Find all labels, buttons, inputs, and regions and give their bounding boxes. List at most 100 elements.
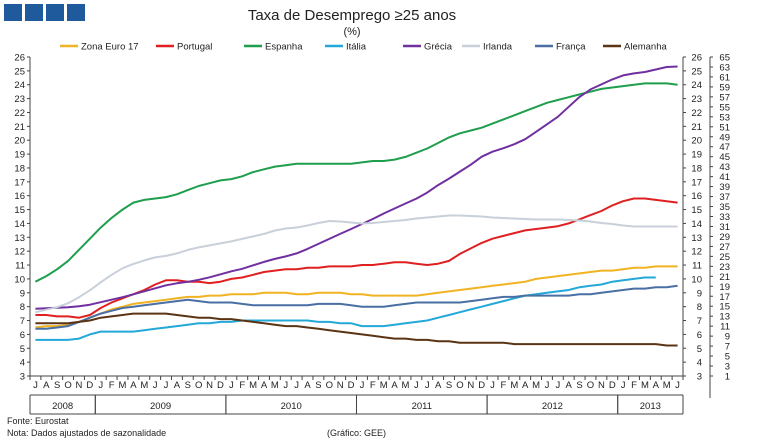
- inner-right-tick-label: 5: [697, 344, 702, 355]
- month-label: A: [435, 380, 442, 391]
- right-tick-label: 55: [719, 102, 730, 113]
- right-tick-label: 5: [725, 352, 730, 363]
- right-tick-label: 1: [725, 372, 730, 383]
- left-tick-label: 23: [14, 94, 25, 105]
- month-label: F: [631, 380, 637, 391]
- month-label: D: [609, 380, 616, 391]
- right-tick-label: 21: [719, 272, 730, 283]
- month-label: J: [425, 380, 430, 391]
- month-label: J: [555, 380, 560, 391]
- month-label: J: [98, 380, 103, 391]
- series-line-portugal: [35, 197, 678, 319]
- month-label: M: [249, 380, 257, 391]
- month-label: J: [33, 380, 38, 391]
- right-tick-label: 17: [719, 292, 730, 303]
- inner-right-tick-label: 9: [697, 288, 702, 299]
- month-label: N: [467, 380, 474, 391]
- right-tick-label: 59: [719, 82, 730, 93]
- month-label: A: [522, 380, 529, 391]
- series-line-zona-euro-17: [35, 265, 678, 329]
- right-tick-label: 39: [719, 182, 730, 193]
- right-tick-label: 29: [719, 232, 730, 243]
- month-label: F: [370, 380, 376, 391]
- month-label: M: [119, 380, 127, 391]
- month-label: S: [185, 380, 191, 391]
- logo-block: [4, 4, 22, 21]
- month-label: M: [532, 380, 540, 391]
- right-tick-label: 47: [719, 142, 730, 153]
- inner-right-tick-label: 15: [691, 205, 702, 216]
- series-line-espanha: [34, 82, 678, 283]
- year-label: 2009: [150, 401, 171, 412]
- series-line-frança: [35, 284, 678, 330]
- legend-label: França: [556, 42, 586, 53]
- month-label: O: [195, 380, 202, 391]
- right-tick-label: 37: [719, 192, 730, 203]
- right-tick-label: 9: [725, 332, 730, 343]
- right-tick-label: 31: [719, 222, 730, 233]
- right-tick-label: 11: [720, 322, 730, 333]
- left-tick-label: 16: [14, 191, 25, 202]
- inner-right-tick-label: 17: [691, 177, 702, 188]
- right-tick-label: 23: [719, 262, 730, 273]
- month-label: J: [229, 380, 234, 391]
- inner-right-tick-label: 25: [691, 66, 702, 77]
- left-tick-label: 5: [20, 344, 25, 355]
- series-line-irlanda: [35, 214, 678, 314]
- legend-label: Irlanda: [483, 42, 513, 53]
- legend-label: Alemanha: [624, 42, 667, 53]
- logo: [4, 4, 85, 21]
- inner-right-tick-label: 11: [692, 261, 702, 272]
- inner-right-tick-label: 7: [697, 316, 702, 327]
- right-tick-label: 27: [719, 242, 730, 253]
- inner-right-tick-label: 4: [697, 358, 702, 369]
- month-label: M: [641, 380, 649, 391]
- month-label: M: [402, 380, 410, 391]
- right-tick-label: 43: [719, 162, 730, 173]
- right-tick-label: 65: [719, 53, 730, 64]
- chart-credit: (Gráfico: GEE): [327, 428, 386, 438]
- inner-right-tick-label: 21: [691, 122, 702, 133]
- month-label: J: [283, 380, 288, 391]
- left-tick-label: 13: [14, 233, 25, 244]
- left-tick-label: 14: [14, 219, 25, 230]
- left-tick-label: 25: [14, 66, 25, 77]
- year-label: 2008: [52, 401, 73, 412]
- logo-block: [25, 4, 43, 21]
- logo-block: [46, 4, 64, 21]
- inner-right-tick-label: 16: [691, 191, 702, 202]
- series-line-itália: [35, 276, 656, 341]
- legend-label: Espanha: [265, 42, 303, 53]
- right-tick-label: 51: [719, 122, 730, 133]
- right-tick-label: 61: [719, 72, 730, 83]
- month-label: S: [54, 380, 60, 391]
- year-label: 2012: [542, 401, 563, 412]
- month-label: A: [261, 380, 268, 391]
- month-label: J: [294, 380, 299, 391]
- left-tick-label: 11: [15, 261, 25, 272]
- right-tick-label: 3: [725, 362, 730, 373]
- month-label: M: [271, 380, 279, 391]
- logo-block: [67, 4, 85, 21]
- inner-right-tick-label: 12: [691, 247, 702, 258]
- month-label: M: [510, 380, 518, 391]
- right-tick-label: 45: [719, 152, 730, 163]
- month-label: A: [130, 380, 137, 391]
- month-label: J: [164, 380, 169, 391]
- month-label: F: [239, 380, 245, 391]
- left-tick-label: 17: [14, 177, 25, 188]
- right-tick-label: 49: [719, 132, 730, 143]
- right-tick-label: 63: [719, 62, 730, 73]
- legend-label: Itália: [346, 42, 367, 53]
- left-tick-label: 8: [20, 302, 25, 313]
- month-label: J: [545, 380, 550, 391]
- left-tick-label: 10: [14, 274, 25, 285]
- series-lines: [34, 65, 678, 347]
- right-tick-label: 53: [719, 112, 730, 123]
- right-tick-label: 19: [719, 282, 730, 293]
- left-tick-label: 21: [14, 122, 25, 133]
- month-label: M: [663, 380, 671, 391]
- left-tick-label: 7: [20, 316, 25, 327]
- month-label: M: [140, 380, 148, 391]
